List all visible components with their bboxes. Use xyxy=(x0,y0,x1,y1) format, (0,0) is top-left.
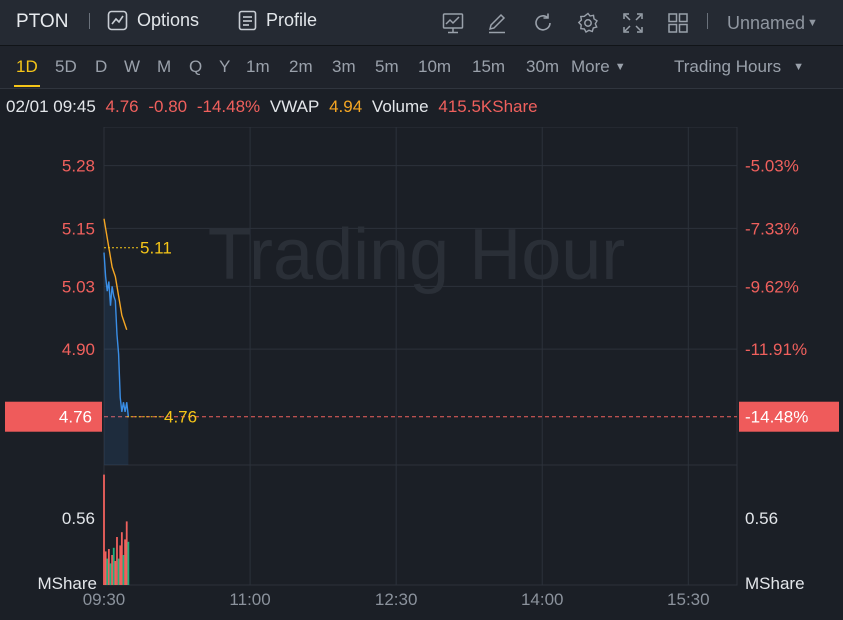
trading-hours-label: Trading Hours xyxy=(674,57,782,76)
tf-30m[interactable]: 30m xyxy=(526,57,560,76)
tf-5m[interactable]: 5m xyxy=(375,57,399,76)
vwap-value: 4.94 xyxy=(329,97,363,116)
volume-unit-label-right: MShare xyxy=(745,574,805,593)
y-tick-label: 5.28 xyxy=(62,157,95,176)
top-toolbar: PTON Options Profile xyxy=(0,0,843,46)
current-price-label: 4.76 xyxy=(59,408,92,427)
tf-y[interactable]: Y xyxy=(219,57,231,76)
volume-bar xyxy=(120,532,123,585)
x-tick-label: 09:30 xyxy=(83,590,126,609)
volume-bar xyxy=(114,561,117,585)
ticker-symbol[interactable]: PTON xyxy=(16,11,69,32)
timeframe-bar: 1D 5D D W M Q Y 1m 2m 3m 5m 10m 15m 30m … xyxy=(0,46,843,89)
annotation-label: 5.11 xyxy=(140,239,172,258)
volume-bar xyxy=(106,558,109,585)
grid-icon[interactable] xyxy=(667,12,689,34)
current-pct-tag xyxy=(739,401,839,432)
plot-frame xyxy=(103,127,738,586)
volume-unit-label: MShare xyxy=(37,574,97,593)
y-tick-label: 5.03 xyxy=(62,277,95,296)
tf-1m[interactable]: 1m xyxy=(246,57,270,76)
volume-bar xyxy=(127,541,130,585)
tf-d[interactable]: D xyxy=(95,57,108,76)
quote-price: 4.76 xyxy=(105,97,139,116)
draw-icon[interactable] xyxy=(486,12,508,34)
tf-q[interactable]: Q xyxy=(189,57,203,76)
tf-more-dropdown[interactable]: More ▼ xyxy=(571,57,626,77)
current-pct-label: -14.48% xyxy=(745,408,808,427)
caret-down-icon: ▼ xyxy=(807,17,818,29)
active-tab-indicator xyxy=(14,85,40,87)
intraday-chart[interactable]: 09:30 11:00 12:30 14:00 15:30 5.28 -5.03% 5.15 -… xyxy=(0,127,843,620)
layout-name: Unnamed xyxy=(727,13,806,33)
separator xyxy=(89,13,90,29)
options-label: Options xyxy=(137,10,200,30)
current-price-tag xyxy=(5,401,102,432)
volume-tick-label-right: 0.56 xyxy=(745,509,778,528)
x-tick-label: 12:30 xyxy=(375,590,418,609)
volume-bar xyxy=(117,558,120,585)
profile-button[interactable]: Profile xyxy=(238,10,317,31)
tf-m[interactable]: M xyxy=(157,57,172,76)
volume-bar xyxy=(119,545,122,585)
y-tick-pct-label: -11.91% xyxy=(745,340,807,359)
quote-change: -0.80 xyxy=(148,97,188,116)
tf-3m[interactable]: 3m xyxy=(332,57,356,76)
settings-icon[interactable] xyxy=(577,12,599,34)
volume-bar xyxy=(124,539,126,585)
volume-label: Volume xyxy=(371,97,429,116)
quote-datetime: 02/01 09:45 xyxy=(6,97,96,116)
caret-down-icon: ▼ xyxy=(614,61,626,73)
tf-10m[interactable]: 10m xyxy=(418,57,452,76)
annotation-label: 4.76 xyxy=(164,408,197,427)
tf-w[interactable]: W xyxy=(124,57,141,76)
x-tick-label: 11:00 xyxy=(229,590,270,609)
y-tick-label: 5.15 xyxy=(62,219,95,238)
vwap-label: VWAP xyxy=(269,97,320,116)
volume-bar xyxy=(103,474,105,585)
options-button[interactable]: Options xyxy=(107,10,199,31)
y-tick-pct-label: -7.33% xyxy=(745,219,799,238)
refresh-icon[interactable] xyxy=(532,12,554,34)
vwap-line xyxy=(103,218,128,331)
tf-15m[interactable]: 15m xyxy=(472,57,506,76)
watermark: Trading Hour xyxy=(208,215,626,295)
volume-bar xyxy=(104,551,107,585)
tf-1d[interactable]: 1D xyxy=(16,57,38,76)
price-line xyxy=(103,252,130,417)
x-tick-label: 14:00 xyxy=(521,590,564,609)
volume-bar xyxy=(125,521,128,585)
tf-2m[interactable]: 2m xyxy=(289,57,313,76)
volume-bar xyxy=(122,555,125,585)
chart-icon[interactable] xyxy=(442,12,464,34)
profile-label: Profile xyxy=(266,10,318,30)
volume-bar xyxy=(112,547,115,585)
y-tick-pct-label: -9.62% xyxy=(745,277,799,296)
separator xyxy=(707,13,708,29)
profile-icon xyxy=(238,10,257,31)
tf-more-label: More xyxy=(571,57,610,76)
options-icon xyxy=(107,10,128,31)
volume-bar xyxy=(109,563,112,585)
quote-info-bar: 02/01 09:45 4.76 -0.80 -14.48% VWAP 4.94… xyxy=(6,97,543,117)
y-tick-label: 4.90 xyxy=(62,340,95,359)
volume-bar xyxy=(111,555,114,585)
fullscreen-icon[interactable] xyxy=(622,12,644,34)
volume-value: 415.5KShare xyxy=(438,97,538,116)
volume-tick-label: 0.56 xyxy=(62,509,95,528)
tf-5d[interactable]: 5D xyxy=(55,57,77,76)
volume-bar xyxy=(116,537,118,585)
trading-hours-dropdown[interactable]: Trading Hours ▼ xyxy=(674,57,804,77)
caret-down-icon: ▼ xyxy=(793,61,804,73)
y-tick-pct-label: -5.03% xyxy=(745,157,799,176)
x-tick-label: 15:30 xyxy=(667,590,710,609)
quote-change-pct: -14.48% xyxy=(196,97,261,116)
layout-name-dropdown[interactable]: Unnamed ▼ xyxy=(727,13,818,34)
volume-bar xyxy=(107,549,110,585)
